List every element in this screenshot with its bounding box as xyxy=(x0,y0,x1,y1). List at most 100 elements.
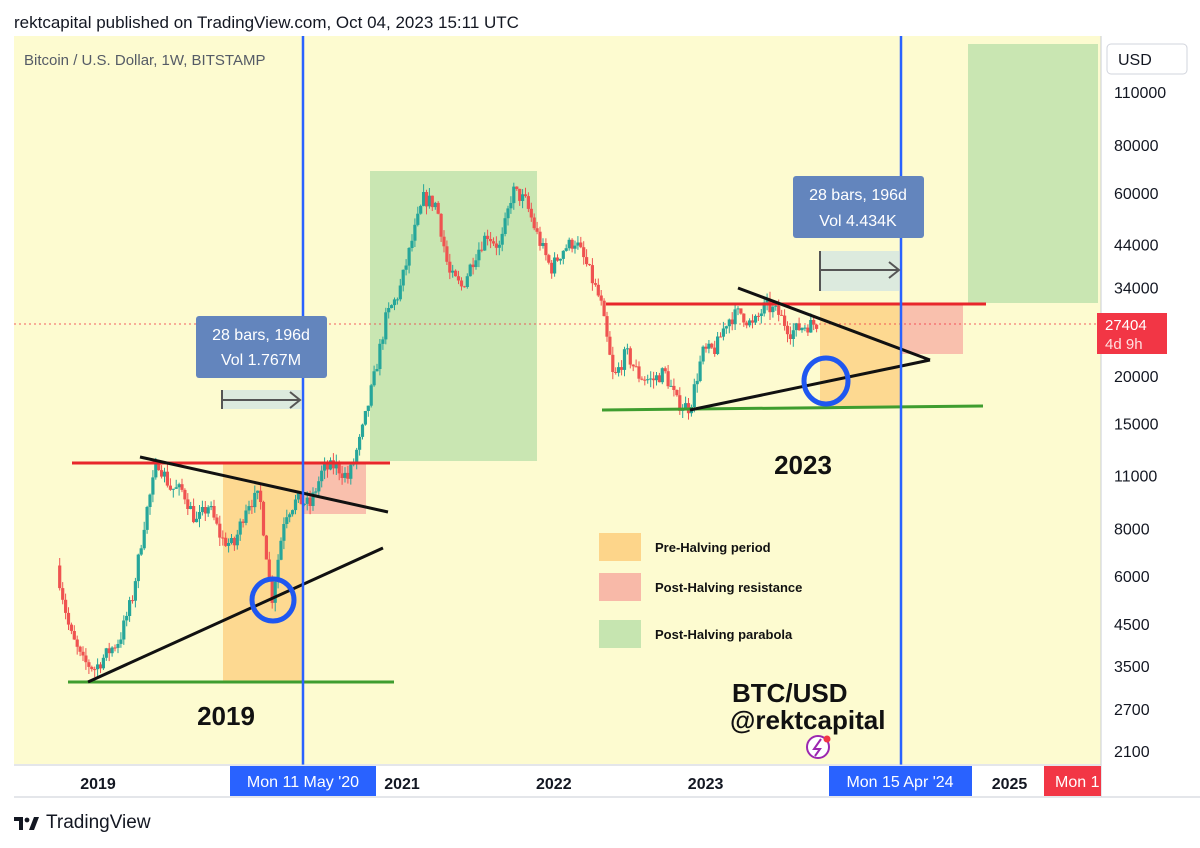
measurement-2024: 28 bars, 196d Vol 4.434K xyxy=(793,176,924,291)
candle xyxy=(640,376,644,381)
candle xyxy=(136,553,140,589)
candle xyxy=(675,389,679,397)
candle xyxy=(596,278,600,298)
candle xyxy=(564,244,568,252)
candle xyxy=(273,578,277,612)
candle xyxy=(384,307,388,345)
halving-date-label-2024: Mon 15 Apr '24 xyxy=(846,774,953,791)
annotation-2019: 2019 xyxy=(197,701,255,731)
candle xyxy=(197,505,202,528)
candle xyxy=(468,263,472,277)
candle xyxy=(256,490,260,500)
candle xyxy=(224,532,228,547)
footer-brand[interactable]: TradingView xyxy=(46,812,151,833)
candle xyxy=(66,607,71,630)
candle xyxy=(788,326,792,345)
candle xyxy=(660,367,664,385)
lightning-icon[interactable] xyxy=(806,735,831,759)
candle xyxy=(448,253,452,280)
halving-date-label-2020: Mon 11 May '20 xyxy=(247,774,359,791)
candle xyxy=(593,278,597,287)
candle xyxy=(177,482,181,496)
candle xyxy=(72,625,76,640)
candle xyxy=(442,230,446,253)
candle xyxy=(654,372,659,386)
candle xyxy=(599,290,603,306)
measurement-label-line2-2020: Vol 1.767M xyxy=(221,352,301,369)
candle xyxy=(87,659,91,674)
candle xyxy=(710,342,714,349)
candle xyxy=(340,465,344,485)
candle xyxy=(142,521,146,551)
candle xyxy=(390,304,394,309)
y-tick-label: 8000 xyxy=(1114,521,1150,538)
y-tick-label: 34000 xyxy=(1114,281,1159,298)
candle xyxy=(349,462,353,485)
range-lines xyxy=(68,302,986,684)
candle xyxy=(299,493,303,505)
candle xyxy=(634,359,638,368)
candle xyxy=(247,500,251,515)
candle xyxy=(785,321,790,343)
candle xyxy=(570,238,574,253)
tradingview-logo-icon xyxy=(14,817,39,830)
candle xyxy=(96,658,100,677)
y-tick-label: 15000 xyxy=(1114,417,1159,434)
candle xyxy=(666,365,670,389)
halving-date-tag-2020 xyxy=(230,766,376,796)
candle xyxy=(116,639,120,654)
measurement-label-box-2020 xyxy=(196,316,327,378)
candle xyxy=(424,189,429,215)
candle xyxy=(212,499,216,521)
candle xyxy=(81,646,85,661)
post-halving-parabola-box-2024 xyxy=(968,44,1098,303)
candle xyxy=(282,517,286,550)
candle xyxy=(523,187,528,198)
annotation-2023: 2023 xyxy=(774,450,832,480)
btc-weekly-chart[interactable]: 28 bars, 196d Vol 1.767M 28 bars, 196d V… xyxy=(0,0,1200,810)
candle xyxy=(532,213,536,231)
candle xyxy=(235,529,239,550)
candle xyxy=(750,314,755,329)
candle xyxy=(471,257,475,275)
candle xyxy=(145,505,149,534)
candle xyxy=(291,509,295,517)
candle xyxy=(229,534,234,545)
y-tick-label: 3500 xyxy=(1114,659,1150,676)
candle xyxy=(459,277,464,291)
plot-background xyxy=(14,36,1101,764)
candle xyxy=(547,253,551,265)
candle xyxy=(366,405,370,417)
candle xyxy=(730,312,734,331)
candle xyxy=(422,184,426,207)
candle xyxy=(119,632,123,648)
candle xyxy=(794,322,798,337)
candle xyxy=(200,500,204,516)
candle xyxy=(148,493,152,515)
legend-swatch-post-halving-resistance xyxy=(599,573,641,601)
candle xyxy=(401,269,405,292)
candle xyxy=(162,467,167,483)
candle xyxy=(491,237,496,246)
candle xyxy=(259,484,263,510)
y-tick-label: 110000 xyxy=(1114,85,1166,102)
candle xyxy=(625,343,629,355)
candle xyxy=(93,666,97,678)
candle xyxy=(494,236,498,256)
candle xyxy=(381,336,385,350)
y-tick-label: 6000 xyxy=(1114,569,1150,586)
x-tick-labels: 2019 2021 2022 2023 2025 xyxy=(80,776,1027,793)
cut-off-date-label: Mon 1 xyxy=(1055,774,1100,791)
currency-badge[interactable] xyxy=(1106,43,1188,75)
x-tick-label: 2023 xyxy=(688,776,724,793)
candle xyxy=(701,345,705,365)
candle xyxy=(762,298,766,317)
candle xyxy=(489,232,493,249)
price-axis[interactable] xyxy=(1101,36,1200,764)
candle xyxy=(561,250,565,265)
candle xyxy=(620,360,624,376)
candle xyxy=(358,434,362,456)
candle xyxy=(759,309,763,324)
candle xyxy=(684,396,688,409)
candle xyxy=(128,596,132,622)
